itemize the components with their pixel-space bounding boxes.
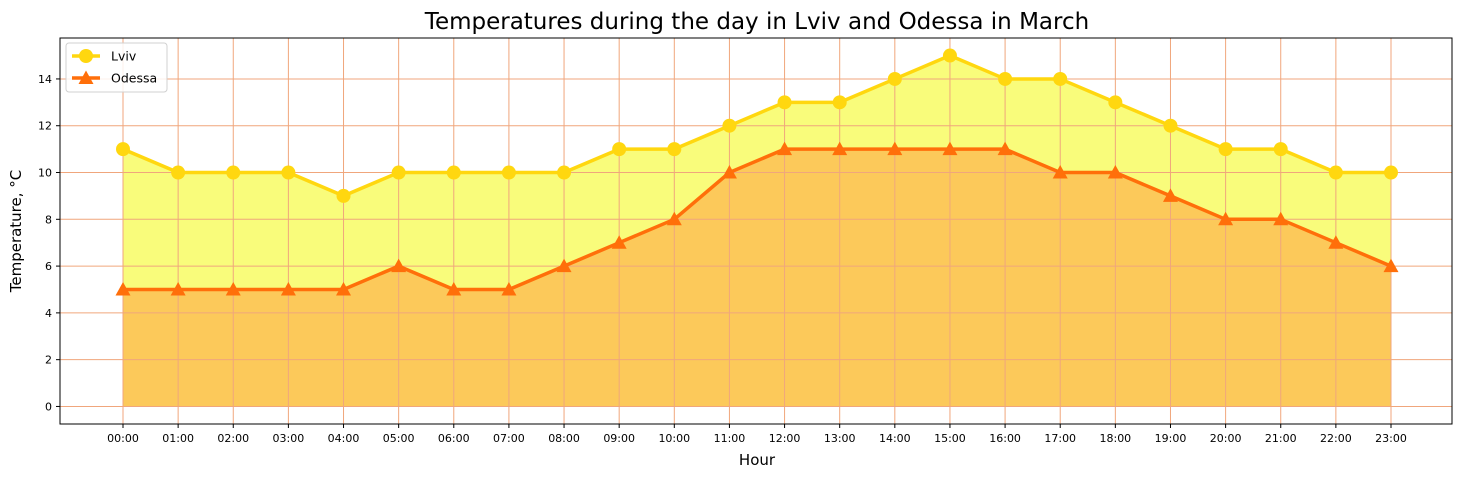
x-tick-label: 20:00 (1210, 432, 1242, 445)
x-tick-label: 01:00 (162, 432, 194, 445)
lviv-legend-marker (79, 49, 93, 63)
lviv-line (122, 53, 1391, 198)
x-tick-label: 13:00 (824, 432, 856, 445)
x-axis-label: Hour (739, 451, 776, 469)
odessa-point (1218, 211, 1234, 226)
x-tick-label: 05:00 (383, 432, 415, 445)
odessa-point (391, 258, 407, 273)
odessa-point (1052, 165, 1068, 179)
y-tick-label: 8 (45, 213, 52, 226)
odessa-point (1328, 235, 1344, 249)
odessa-point (887, 141, 903, 156)
chart-title: Temperatures during the day in Lviv and … (424, 9, 1089, 35)
odessa-point (446, 281, 462, 296)
odessa-point (777, 141, 793, 156)
lviv-point (226, 165, 241, 180)
lviv-point (832, 95, 847, 110)
x-tick-label: 21:00 (1265, 432, 1297, 445)
odessa-point (556, 258, 572, 273)
lviv-point (998, 71, 1013, 86)
x-tick-label: 10:00 (658, 432, 690, 445)
y-tick-label: 14 (38, 73, 52, 86)
lviv-point (281, 165, 296, 180)
odessa-point (1107, 165, 1123, 179)
odessa-point (336, 281, 352, 296)
axes-frame (59, 37, 1453, 425)
lviv-point (1218, 142, 1233, 157)
x-tick-label: 08:00 (548, 432, 580, 445)
lviv-point (557, 165, 572, 180)
legend: Lviv Odessa (65, 42, 168, 93)
x-tick-label: 12:00 (769, 432, 801, 445)
odessa-point (170, 281, 186, 296)
x-tick-label: 11:00 (714, 432, 746, 445)
x-tick-label: 19:00 (1155, 432, 1187, 445)
y-tick-label: 6 (45, 260, 52, 273)
lviv-point (1328, 165, 1343, 180)
lviv-point (116, 142, 130, 157)
lviv-point (171, 165, 186, 180)
y-tick-label: 2 (45, 354, 52, 367)
odessa-point (942, 141, 958, 156)
odessa-point (501, 281, 517, 296)
lviv-legend-label: Lviv (111, 49, 137, 64)
plot-area: 00:00 01:00 02:00 03:00 04:00 05:00 06:00 07:00… (38, 37, 1453, 445)
y-axis-label: Temperature, °C (7, 170, 25, 294)
odessa-point (1273, 211, 1289, 226)
lviv-point (336, 188, 351, 203)
lviv-point (722, 118, 737, 133)
x-tick-label: 22:00 (1320, 432, 1352, 445)
lviv-point (501, 165, 516, 180)
lviv-point (1108, 95, 1123, 110)
y-tick-label: 10 (38, 167, 52, 180)
odessa-legend-marker (78, 70, 94, 84)
odessa-point (832, 141, 848, 156)
x-tick-label: 03:00 (273, 432, 305, 445)
odessa-point (280, 281, 296, 296)
x-tick-label: 04:00 (328, 432, 360, 445)
odessa-point (611, 235, 627, 249)
x-tick-label: 15:00 (934, 432, 966, 445)
odessa-point (997, 141, 1013, 156)
odessa-point (115, 281, 131, 296)
x-tick-label: 02:00 (217, 432, 249, 445)
odessa-line (123, 147, 1392, 292)
x-tick-label: 00:00 (107, 432, 139, 445)
y-tick-label: 0 (45, 400, 52, 413)
x-tick-label: 18:00 (1099, 432, 1131, 445)
odessa-point (225, 281, 241, 296)
lviv-point (1273, 142, 1288, 157)
x-tick-label: 17:00 (1044, 432, 1076, 445)
x-tick-label: 14:00 (879, 432, 911, 445)
lviv-point (446, 165, 461, 180)
lviv-point (612, 142, 627, 157)
x-tick-label: 06:00 (438, 432, 470, 445)
lviv-point (887, 71, 902, 86)
x-tick-label: 07:00 (493, 432, 525, 445)
y-tick-label: 4 (45, 307, 52, 320)
lviv-point (667, 142, 682, 157)
odessa-point (666, 211, 682, 226)
x-tick-label: 16:00 (989, 432, 1021, 445)
lviv-point (1384, 165, 1398, 180)
lviv-point (1163, 118, 1178, 133)
odessa-point (721, 165, 737, 179)
x-tick-label: 23:00 (1375, 432, 1407, 445)
y-tick-label: 12 (38, 120, 52, 133)
lviv-point (1053, 71, 1068, 86)
odessa-point (1383, 258, 1399, 273)
lviv-point (942, 48, 957, 63)
odessa-legend-label: Odessa (111, 71, 157, 86)
lviv-point (391, 165, 406, 180)
lviv-point (777, 95, 792, 110)
x-tick-label: 09:00 (603, 432, 635, 445)
odessa-point (1162, 188, 1178, 202)
